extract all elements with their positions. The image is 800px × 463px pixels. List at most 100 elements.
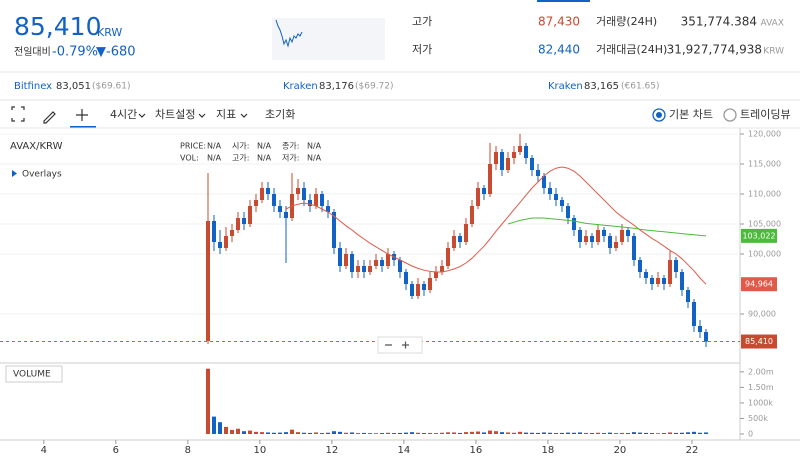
candle-body [518, 146, 522, 152]
candle-body [230, 230, 234, 236]
volume-bar [644, 432, 648, 434]
candle-body [434, 272, 438, 278]
volume-bar [530, 432, 534, 434]
candle-body [212, 221, 216, 242]
volume-bar [326, 432, 330, 434]
exchange-price: 83,165 [584, 81, 619, 92]
x-tick-label: 12 [326, 445, 339, 456]
draw-icon[interactable] [43, 111, 56, 124]
y-tick-label: 105,000 [748, 220, 781, 229]
candle-body [674, 260, 678, 272]
volume-bar [608, 432, 612, 434]
x-tick-label: 20 [614, 445, 627, 456]
stat-unit: AVAX [761, 19, 784, 29]
volume-bar [584, 432, 588, 434]
candle-body [536, 170, 540, 176]
radio-on[interactable] [652, 108, 666, 122]
volume-tick-label: 500k [748, 414, 768, 423]
toolbar-item[interactable]: 차트설정 [155, 108, 195, 121]
change-label: 전일대비 [14, 46, 51, 58]
exchange-name: Kraken [548, 81, 583, 92]
candle-body [380, 260, 384, 266]
volume-bar [434, 433, 438, 434]
candle-body [320, 194, 324, 206]
volume-bar [362, 432, 366, 434]
volume-bar [638, 432, 642, 434]
candle-body [554, 194, 558, 200]
volume-tick-label: 1000k [748, 398, 773, 407]
volume-bar [554, 433, 558, 434]
candle-body [356, 266, 360, 272]
volume-bar [320, 433, 324, 434]
price-tag [741, 334, 777, 349]
legend-text: 시가: [232, 142, 249, 151]
volume-bar [206, 368, 210, 434]
candle-body [704, 332, 708, 342]
candle-body [572, 218, 576, 230]
candle-body [428, 278, 432, 290]
volume-bar [422, 433, 426, 434]
volume-bar [560, 432, 564, 434]
exchange-row: Bitfinex 83,051 ($69.61) Kraken 83,176 (… [14, 81, 660, 92]
overlays[interactable]: Overlays [22, 170, 62, 180]
volume-bar [698, 432, 702, 434]
fullscreen-icon[interactable] [11, 106, 25, 122]
candle-body [608, 236, 612, 248]
volume-bar [218, 422, 222, 434]
candle-body [422, 284, 426, 290]
stat-value: 82,440 [538, 43, 580, 57]
volume-bar [260, 432, 264, 434]
zoom-controls[interactable] [377, 336, 423, 354]
volume-bar [230, 429, 234, 434]
volume-bar [248, 430, 252, 434]
volume-bar [224, 426, 228, 434]
volume-bar [656, 433, 660, 434]
moving-average [507, 217, 707, 237]
legend-text: N/A [307, 142, 322, 151]
legend-text: N/A [207, 154, 222, 163]
mode[interactable]: 트레이딩뷰 [740, 108, 791, 121]
volume-bar [542, 432, 546, 434]
legend-text: N/A [307, 154, 322, 163]
radio-off[interactable] [723, 108, 737, 122]
change-amt: ▼-680 [96, 45, 136, 60]
x-tick-label: 14 [398, 445, 411, 456]
volume-bar [368, 433, 372, 434]
candle-body [548, 188, 552, 194]
volume-bar [272, 432, 276, 434]
candle-body [206, 221, 210, 341]
candle-body [332, 212, 336, 248]
volume-bar [374, 433, 378, 434]
candle-body [470, 206, 474, 224]
crosshair-icon[interactable] [76, 109, 88, 121]
candle-body [668, 260, 672, 284]
candle-body [254, 200, 258, 206]
candle-body [368, 266, 372, 272]
mode[interactable]: 기본 차트 [669, 108, 713, 121]
volume-bar [662, 433, 666, 434]
overlay-caret[interactable] [12, 170, 17, 177]
toolbar-item[interactable]: 초기화 [265, 108, 295, 121]
candle-body [476, 188, 480, 206]
candle-body [464, 224, 468, 242]
volume-bar [338, 431, 342, 434]
volume-bar [572, 432, 576, 434]
candle-body [458, 236, 462, 242]
volume-bar [314, 432, 318, 434]
candle-body [596, 230, 600, 242]
candle-body [524, 146, 528, 158]
candle-body [266, 188, 270, 194]
volume-bar [476, 431, 480, 434]
volume-bar [488, 430, 492, 434]
candle-body [272, 194, 276, 206]
price-tag-label: 103,022 [742, 231, 775, 240]
candle-body [662, 278, 666, 284]
exchange-price: 83,051 [56, 81, 91, 92]
volume-bar [284, 432, 288, 434]
toolbar-item[interactable]: 지표 [216, 108, 236, 121]
candle-body [218, 242, 222, 248]
interval[interactable]: 4시간 [110, 108, 137, 121]
change-pct: -0.79% [52, 45, 98, 60]
volume-bar [482, 432, 486, 434]
candle-body [350, 254, 354, 272]
